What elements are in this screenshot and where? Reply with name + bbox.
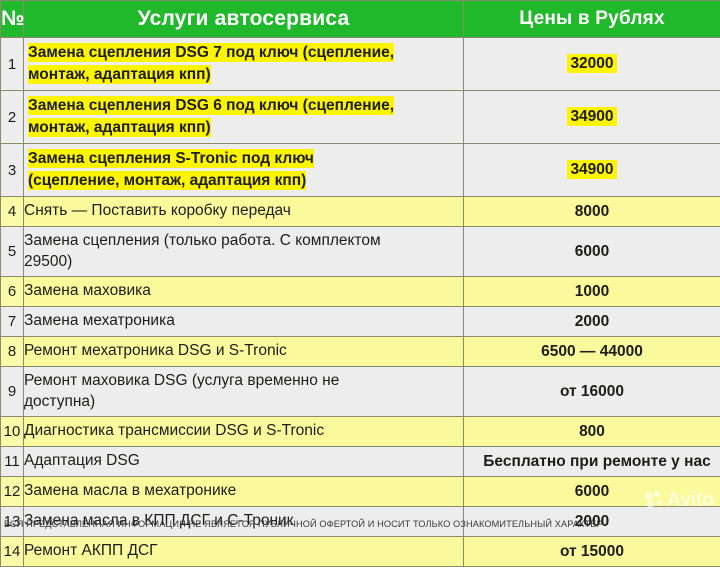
table-row: 5 Замена сцепления (только работа. С ком… [1, 227, 720, 277]
row-number: 6 [1, 277, 24, 307]
row-service: Замена сцепления (только работа. С компл… [24, 227, 464, 277]
row-price: 2000 [464, 307, 720, 337]
table-row: 3 Замена сцепления S-Tronic под ключ (сц… [1, 144, 720, 197]
row-service-line-1: Замена сцепления DSG 7 под ключ (сцеплен… [28, 43, 394, 62]
row-service-line-1: Замена сцепления S-Tronic под ключ [28, 149, 314, 168]
table-row: 4 Снять — Поставить коробку передач 8000 [1, 197, 720, 227]
row-service: Диагностика трансмиссии DSG и S-Tronic [24, 417, 464, 447]
row-number: 5 [1, 227, 24, 277]
row-number: 12 [1, 477, 24, 507]
disclaimer-text: ВСЯ ПРЕДСТАВЛЕННАЯ ИНФОРМАЦИЯ НЕ ЯВЛЯЕТС… [4, 519, 695, 530]
table-row: 10 Диагностика трансмиссии DSG и S-Troni… [1, 417, 720, 447]
row-price: 6000 [464, 227, 720, 277]
row-price-value: Бесплатно при ремонте у нас [483, 453, 710, 471]
number-sign-label: № [1, 8, 25, 29]
row-price: 6000 [464, 477, 720, 507]
table-row: 11 Адаптация DSG Бесплатно при ремонте у… [1, 447, 720, 477]
table-row: 7 Замена мехатроника 2000 [1, 307, 720, 337]
row-price-value: 32000 [567, 54, 616, 73]
row-number: 14 [1, 537, 24, 567]
row-number: 3 [1, 144, 24, 197]
row-price: 34900 [464, 144, 720, 197]
row-price: 1000 [464, 277, 720, 307]
table-row: 12 Замена масла в мехатронике 6000 [1, 477, 720, 507]
row-service-line-2: (сцепление, монтаж, адаптация кпп) [28, 171, 306, 190]
table-body: 1 Замена сцепления DSG 7 под ключ (сцепл… [1, 38, 720, 567]
row-service: Замена сцепления S-Tronic под ключ (сцеп… [24, 144, 464, 197]
row-service-line-1: Замена сцепления DSG 6 под ключ (сцеплен… [28, 96, 394, 115]
row-service-line-1: Замена сцепления (только работа. С компл… [24, 232, 381, 249]
row-price: 8000 [464, 197, 720, 227]
row-service: Замена сцепления DSG 6 под ключ (сцеплен… [24, 91, 464, 144]
table-row: 9 Ремонт маховика DSG (услуга временно н… [1, 367, 720, 417]
column-header-service: Услуги автосервиса [24, 1, 464, 38]
row-price: Бесплатно при ремонте у нас [464, 447, 720, 477]
row-service-line-2: доступна) [24, 393, 95, 410]
column-header-number: № [1, 1, 24, 38]
row-service-line-2: монтаж, адаптация кпп) [28, 65, 211, 84]
row-service: Ремонт АКПП ДСГ [24, 537, 464, 567]
row-service: Снять — Поставить коробку передач [24, 197, 464, 227]
row-price: от 16000 [464, 367, 720, 417]
row-service-line-2: монтаж, адаптация кпп) [28, 118, 211, 137]
row-price-value: 34900 [567, 107, 616, 126]
row-service: Замена масла в мехатронике [24, 477, 464, 507]
table-row: 2 Замена сцепления DSG 6 под ключ (сцепл… [1, 91, 720, 144]
row-service-line-2: 29500) [24, 253, 72, 270]
row-price: 32000 [464, 38, 720, 91]
row-number: 8 [1, 337, 24, 367]
row-number: 4 [1, 197, 24, 227]
row-service: Ремонт маховика DSG (услуга временно не … [24, 367, 464, 417]
row-service: Замена сцепления DSG 7 под ключ (сцеплен… [24, 38, 464, 91]
row-number: 2 [1, 91, 24, 144]
row-service: Адаптация DSG [24, 447, 464, 477]
row-number: 10 [1, 417, 24, 447]
row-number: 1 [1, 38, 24, 91]
table-header: № Услуги автосервиса Цены в Рублях [1, 1, 720, 38]
price-list-sheet: № Услуги автосервиса Цены в Рублях 1 Зам… [0, 0, 720, 534]
table-row: 14 Ремонт АКПП ДСГ от 15000 [1, 537, 720, 567]
row-price: 6500 — 44000 [464, 337, 720, 367]
row-number: 9 [1, 367, 24, 417]
row-service: Замена маховика [24, 277, 464, 307]
row-price-value: 34900 [567, 160, 616, 179]
table-row: 6 Замена маховика 1000 [1, 277, 720, 307]
table-row: 1 Замена сцепления DSG 7 под ключ (сцепл… [1, 38, 720, 91]
row-number: 7 [1, 307, 24, 337]
row-service: Ремонт мехатроника DSG и S-Tronic [24, 337, 464, 367]
row-service-line-1: Ремонт маховика DSG (услуга временно не [24, 372, 339, 389]
table-row: 8 Ремонт мехатроника DSG и S-Tronic 6500… [1, 337, 720, 367]
row-price: от 15000 [464, 537, 720, 567]
row-price: 34900 [464, 91, 720, 144]
row-service: Замена мехатроника [24, 307, 464, 337]
row-price: 800 [464, 417, 720, 447]
row-number: 11 [1, 447, 24, 477]
table-header-row: № Услуги автосервиса Цены в Рублях [1, 1, 720, 38]
column-header-price: Цены в Рублях [464, 1, 720, 38]
